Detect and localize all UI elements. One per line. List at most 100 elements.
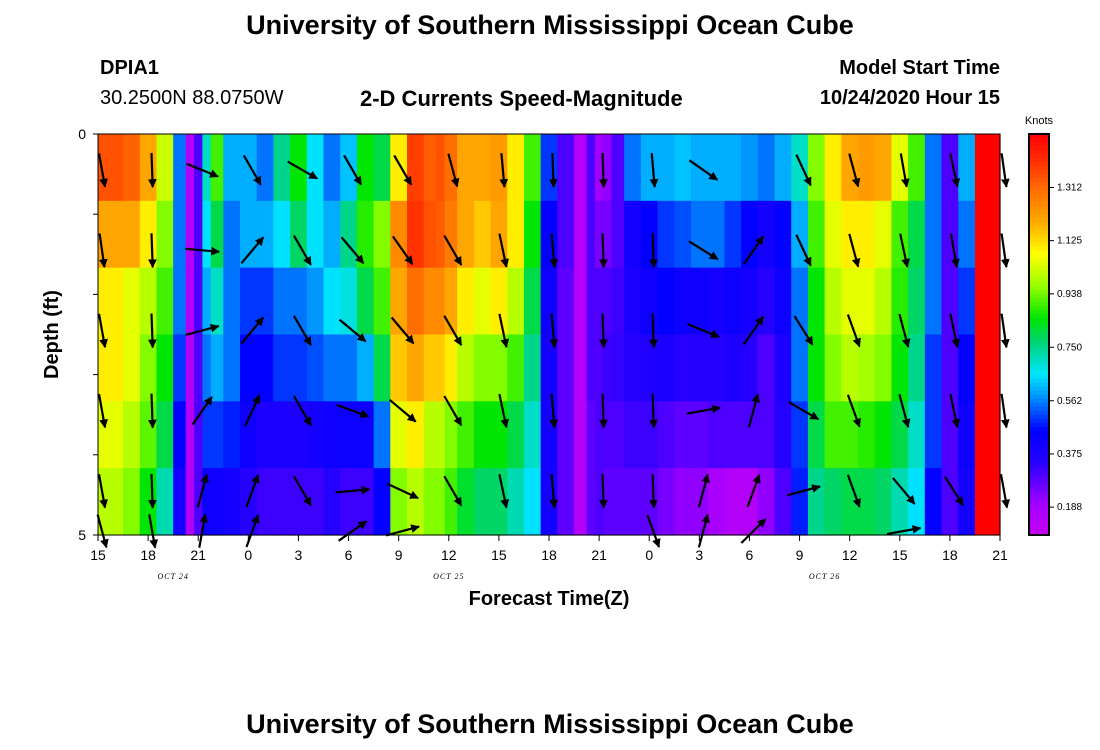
- heat-cell: [724, 134, 742, 202]
- current-arrow: [336, 403, 370, 418]
- colorbar-segment: [1029, 498, 1049, 504]
- colorbar-segment: [1029, 418, 1049, 424]
- heat-cell: [106, 334, 124, 402]
- heat-cell: [106, 134, 124, 202]
- heat-cell: [891, 401, 909, 469]
- heat-cell: [457, 401, 475, 469]
- current-arrow: [191, 396, 213, 426]
- heat-cell: [239, 267, 258, 336]
- heat-cell: [306, 468, 325, 536]
- colorbar-segment: [1029, 422, 1049, 428]
- heat-cell: [106, 401, 124, 469]
- heat-cell: [657, 401, 675, 469]
- heat-cell: [624, 334, 642, 402]
- current-arrow: [148, 233, 157, 269]
- heat-cell: [444, 401, 458, 469]
- colorbar-segment: [1029, 398, 1049, 404]
- heat-cell: [958, 401, 976, 469]
- current-arrow: [687, 323, 720, 338]
- heat-cell: [603, 334, 613, 402]
- heat-cell: [457, 267, 475, 336]
- current-arrow: [443, 475, 463, 507]
- colorbar-segment: [1029, 162, 1049, 167]
- current-arrow: [740, 518, 767, 544]
- heat-cell: [841, 334, 859, 402]
- heat-cell: [173, 267, 187, 336]
- heat-cell: [507, 401, 525, 469]
- heat-cell: [194, 200, 203, 269]
- colorbar-segment: [1029, 426, 1049, 432]
- x-tick-label: 9: [395, 547, 403, 563]
- heat-cell: [473, 334, 492, 402]
- heat-cell: [256, 468, 274, 536]
- heat-cell: [995, 200, 1001, 269]
- colorbar-tick-label: 0.938: [1057, 289, 1082, 300]
- heat-cell: [173, 468, 187, 536]
- colorbar: Knots 0.188 0.375 0.562 0.750 0.938 1.125 1.312: [1025, 115, 1082, 536]
- current-arrow: [97, 474, 108, 509]
- heat-cell: [210, 401, 224, 469]
- heat-cell: [594, 134, 604, 202]
- heat-cell: [807, 334, 826, 402]
- heat-cell: [594, 334, 604, 402]
- colorbar-segment: [1029, 334, 1049, 340]
- colorbar-segment: [1029, 134, 1049, 139]
- heat-cell: [958, 334, 976, 402]
- colorbar-segment: [1029, 338, 1049, 344]
- heat-cell: [156, 401, 174, 469]
- colorbar-tick-label: 0.750: [1057, 342, 1082, 353]
- current-arrow: [148, 473, 157, 509]
- heat-cell: [908, 200, 926, 269]
- x-tick-label: 12: [842, 547, 858, 563]
- current-arrow: [1000, 233, 1010, 268]
- heat-cell: [974, 401, 989, 469]
- heat-cell: [824, 200, 842, 269]
- heat-cell: [98, 200, 107, 269]
- heat-cell: [523, 200, 542, 269]
- colorbar-segment: [1029, 214, 1049, 219]
- heat-cell: [123, 267, 141, 336]
- x-tick-label: 21: [190, 547, 206, 563]
- heat-cell: [540, 200, 558, 269]
- heat-cell: [611, 267, 625, 336]
- heat-cell: [586, 334, 596, 402]
- heat-cell: [356, 334, 375, 402]
- heat-cell: [874, 134, 893, 202]
- colorbar-segment: [1029, 454, 1049, 460]
- heat-cell: [436, 267, 446, 336]
- heat-cell: [974, 334, 989, 402]
- heat-cell: [540, 401, 558, 469]
- heat-cell: [574, 267, 588, 336]
- heat-cell: [958, 134, 976, 202]
- date-label: OCT 24: [157, 572, 188, 581]
- model-start-label: Model Start Time: [839, 57, 1000, 79]
- heat-cell: [356, 200, 375, 269]
- heat-cell: [603, 134, 613, 202]
- heat-cell: [457, 468, 475, 536]
- heat-cell: [574, 468, 588, 536]
- current-arrow: [335, 485, 371, 495]
- heat-cell: [423, 134, 437, 202]
- current-arrow: [686, 404, 721, 415]
- x-tick-label: 12: [441, 547, 457, 563]
- colorbar-segment: [1029, 378, 1049, 384]
- colorbar-segment: [1029, 442, 1049, 448]
- heat-cell: [791, 134, 809, 202]
- heat-cell: [924, 267, 943, 336]
- heat-cell: [774, 200, 792, 269]
- heat-cell: [924, 401, 943, 469]
- heat-cell: [941, 334, 959, 402]
- heat-cell: [774, 134, 792, 202]
- heat-cell: [139, 334, 158, 402]
- heat-cell: [390, 134, 408, 202]
- colorbar-segment: [1029, 310, 1049, 316]
- heat-cell: [256, 401, 274, 469]
- current-arrow: [599, 233, 608, 269]
- heat-cell: [106, 267, 124, 336]
- current-arrow: [447, 153, 460, 188]
- current-arrow: [1000, 313, 1010, 349]
- heat-cell: [987, 267, 997, 336]
- colorbar-segment: [1029, 474, 1049, 480]
- heat-cell: [306, 401, 325, 469]
- heat-cell: [557, 134, 575, 202]
